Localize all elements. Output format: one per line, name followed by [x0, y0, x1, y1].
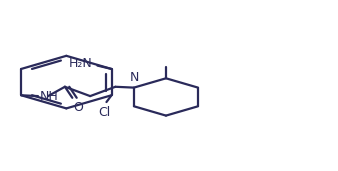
Text: O: O — [73, 101, 83, 114]
Text: NH: NH — [40, 90, 58, 103]
Text: Cl: Cl — [99, 106, 111, 119]
Text: N: N — [130, 71, 140, 84]
Text: H₂N: H₂N — [69, 57, 92, 70]
